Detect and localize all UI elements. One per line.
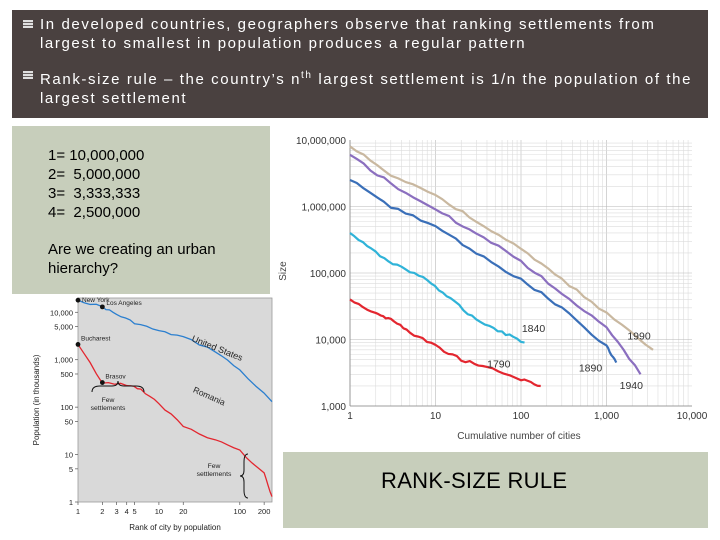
x-tick-label: 200 xyxy=(258,507,271,516)
x-axis-label: Rank of city by population xyxy=(129,523,221,532)
y-tick-label: 10,000 xyxy=(50,308,73,317)
bullet-2-text: Rank-size rule – the country’s nth large… xyxy=(40,66,700,108)
city-marker-brasov xyxy=(99,380,105,385)
y-tick-label: 1,000,000 xyxy=(302,203,347,214)
rank-list-panel: 1= 10,000,000 2= 5,000,000 3= 3,333,333 … xyxy=(12,126,270,294)
y-tick-label: 10,000 xyxy=(315,336,346,347)
x-tick-label: 1 xyxy=(347,411,353,422)
y-tick-label: 10,000,000 xyxy=(296,136,346,147)
series-line-united-states xyxy=(77,299,273,403)
plot-area xyxy=(77,297,273,503)
rank-item: 3= 3,333,333 xyxy=(48,185,141,202)
rank-item: 1= 10,000,000 xyxy=(48,147,145,164)
y-tick-label: 1,000 xyxy=(321,402,346,413)
y-tick-label: 100 xyxy=(60,403,73,412)
bullet-1-text: In developed countries, geographers obse… xyxy=(40,16,656,52)
header-panel xyxy=(12,10,708,118)
bullet-2-text-after: largest settlement is 1/n the population… xyxy=(40,71,693,107)
series-line-1790 xyxy=(349,298,541,388)
y-tick-label: 1,000 xyxy=(54,356,73,365)
annotation-new-york: New York xyxy=(82,297,110,304)
x-tick-label: 5 xyxy=(132,507,136,516)
x-tick-label: 3 xyxy=(115,507,119,516)
x-tick-label: 10,000 xyxy=(677,411,708,422)
x-tick-label: 100 xyxy=(513,411,530,422)
y-tick-label: 5,000 xyxy=(54,323,73,332)
city-marker-los-angeles xyxy=(99,304,105,310)
y-axis-label: Population (in thousands) xyxy=(32,354,41,445)
annotation-few-settlements-ro: Few xyxy=(208,463,221,470)
square-bullet-icon xyxy=(23,20,33,28)
x-axis-label: Cumulative number of cities xyxy=(457,431,580,442)
annotation-few-settlements-us: Few xyxy=(102,397,115,404)
bullet-2-text-before: Rank-size rule – the country’s n xyxy=(40,71,302,88)
x-tick-label: 20 xyxy=(179,507,187,516)
y-tick-label: 1 xyxy=(69,498,73,507)
series-line-1990 xyxy=(349,145,654,351)
bullet-2-superscript: th xyxy=(301,70,313,81)
series-line-1840 xyxy=(349,232,525,344)
annotation-los-angeles: Los Angeles xyxy=(106,300,142,307)
series-label-1940: 1940 xyxy=(620,380,644,392)
series-label-1840: 1840 xyxy=(522,323,546,335)
x-tick-label: 10 xyxy=(430,411,442,422)
annotation-brasov: Brasov xyxy=(105,374,126,381)
rank-item: 4= 2,500,000 xyxy=(48,204,141,221)
brace-us xyxy=(91,380,145,393)
x-tick-label: 100 xyxy=(234,507,247,516)
series-label-1990: 1990 xyxy=(627,331,651,343)
square-bullet-icon xyxy=(23,71,33,79)
y-tick-label: 500 xyxy=(60,370,73,379)
x-tick-label: 1,000 xyxy=(594,411,619,422)
annotation-bucharest: Bucharest xyxy=(81,335,110,342)
y-axis-label: Size xyxy=(278,261,289,281)
y-tick-label: 5 xyxy=(69,465,73,474)
rank-item: 2= 5,000,000 xyxy=(48,166,141,183)
x-tick-label: 1 xyxy=(76,507,80,516)
annotation-few-settlements-us-2: settlements xyxy=(91,405,126,412)
rank-list: 1= 10,000,000 2= 5,000,000 3= 3,333,333 … xyxy=(48,146,144,222)
question-text: Are we creating an urban hierarchy? xyxy=(48,241,216,277)
y-tick-label: 100,000 xyxy=(310,269,347,280)
caption-box: RANK-SIZE RULE xyxy=(283,452,708,528)
series-line-1890 xyxy=(349,179,618,364)
city-marker-new-york xyxy=(75,297,81,303)
series-label-1790: 1790 xyxy=(487,358,511,370)
y-tick-label: 10 xyxy=(65,451,73,460)
caption-text: RANK-SIZE RULE xyxy=(381,468,568,493)
y-tick-label: 50 xyxy=(65,417,73,426)
series-label-1890: 1890 xyxy=(579,363,603,375)
x-tick-label: 2 xyxy=(100,507,104,516)
x-tick-label: 10 xyxy=(155,507,163,516)
brace-romania xyxy=(239,453,249,499)
annotation-few-settlements-ro-2: settlements xyxy=(197,471,232,478)
series-line-1940 xyxy=(349,153,642,375)
x-tick-label: 4 xyxy=(125,507,129,516)
series-line-romania xyxy=(77,344,273,497)
city-marker-bucharest xyxy=(75,342,81,347)
